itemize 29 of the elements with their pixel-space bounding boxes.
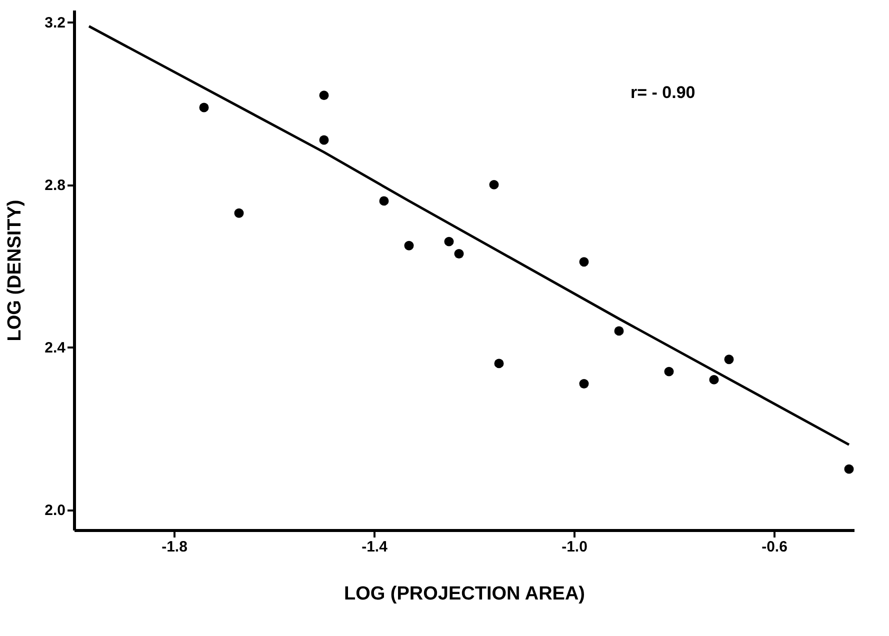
annotation: r= - 0.90 [630, 83, 696, 102]
point [454, 249, 464, 258]
point [379, 196, 389, 206]
y-tick-label: 2.8 [44, 177, 66, 194]
point [319, 135, 329, 145]
x-tick-label: -1.8 [162, 538, 188, 556]
point [579, 257, 589, 267]
point [404, 240, 414, 250]
point [724, 354, 734, 364]
point [494, 358, 504, 368]
x-axis-title: LOG (PROJECTION AREA) [344, 584, 586, 604]
point [579, 379, 589, 388]
x-tick-label: -0.6 [762, 538, 788, 556]
y-tick-label: 3.2 [44, 14, 66, 32]
y-tick-label: 2.4 [44, 340, 66, 357]
point [844, 464, 854, 474]
x-tick-label: -1.0 [562, 538, 588, 556]
point [614, 326, 624, 336]
point [709, 374, 719, 384]
point [199, 102, 209, 112]
point [664, 366, 674, 376]
y-tick-label: 2.0 [44, 502, 66, 520]
x-tick-label: -1.4 [362, 538, 388, 556]
point [319, 90, 329, 100]
point [234, 208, 244, 218]
point [489, 180, 499, 190]
point [444, 236, 454, 246]
y-axis-title: LOG (DENSITY) [4, 200, 26, 342]
line-series [88, 25, 850, 446]
